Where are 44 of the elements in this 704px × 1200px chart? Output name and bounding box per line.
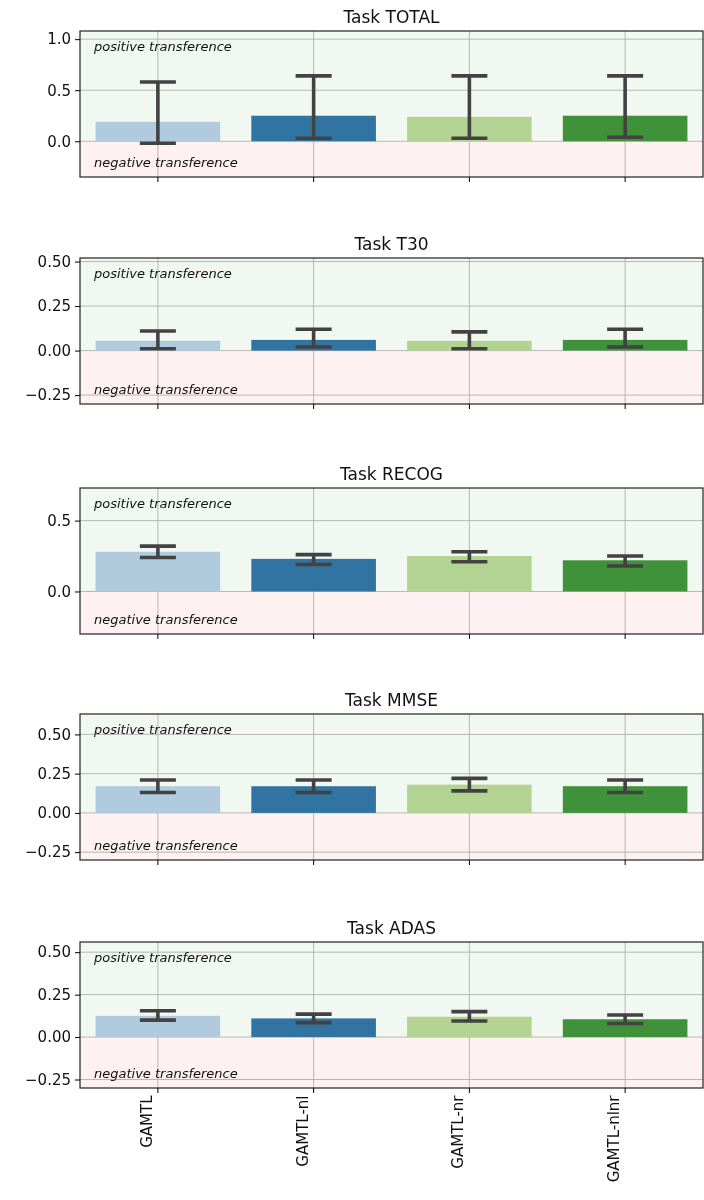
chart-title: Task MMSE bbox=[344, 690, 438, 710]
band-label: negative transference bbox=[94, 1066, 238, 1081]
band-label: negative transference bbox=[94, 155, 238, 170]
x-tick-label: GAMTL-nr bbox=[449, 1094, 468, 1169]
y-tick-label: 0.5 bbox=[47, 81, 71, 100]
x-tick-label: GAMTL-nl bbox=[293, 1095, 312, 1167]
band-label: positive transference bbox=[93, 722, 232, 737]
chart-title: Task TOTAL bbox=[342, 7, 441, 27]
chart-title: Task T30 bbox=[353, 234, 429, 254]
y-tick-label: 0.50 bbox=[37, 725, 71, 744]
y-tick-label: 0.00 bbox=[37, 341, 71, 360]
band-label: negative transference bbox=[94, 612, 238, 627]
chart-title: Task RECOG bbox=[338, 464, 444, 484]
x-tick-label: GAMTL bbox=[137, 1094, 156, 1148]
y-tick-label: 0.00 bbox=[37, 1028, 71, 1047]
bar bbox=[562, 560, 688, 592]
band-label: positive transference bbox=[93, 496, 232, 511]
band-label: positive transference bbox=[93, 950, 232, 965]
band-label: positive transference bbox=[93, 266, 232, 281]
band-label: negative transference bbox=[94, 838, 238, 853]
bar bbox=[407, 116, 532, 142]
band-label: negative transference bbox=[94, 382, 238, 397]
bar bbox=[95, 551, 221, 592]
y-tick-label: 0.50 bbox=[37, 943, 71, 962]
y-tick-label: 0.5 bbox=[47, 511, 71, 530]
y-tick-label: −0.25 bbox=[25, 1070, 71, 1089]
y-tick-label: 0.25 bbox=[37, 297, 71, 316]
y-tick-label: 0.25 bbox=[37, 764, 71, 783]
bar bbox=[407, 556, 532, 592]
bar bbox=[95, 121, 221, 142]
y-tick-label: 1.0 bbox=[47, 30, 71, 49]
y-tick-label: −0.25 bbox=[25, 843, 71, 862]
chart-title: Task ADAS bbox=[346, 918, 436, 938]
y-tick-label: 0.50 bbox=[37, 252, 71, 271]
band-label: positive transference bbox=[93, 39, 232, 54]
y-tick-label: 0.0 bbox=[47, 582, 71, 601]
x-tick-label: GAMTL-nlnr bbox=[605, 1094, 624, 1183]
y-tick-label: −0.25 bbox=[25, 386, 71, 405]
y-tick-label: 0.25 bbox=[37, 985, 71, 1004]
bar bbox=[562, 115, 688, 142]
bar bbox=[251, 115, 376, 142]
y-tick-label: 0.0 bbox=[47, 132, 71, 151]
y-tick-label: 0.00 bbox=[37, 804, 71, 823]
bar bbox=[251, 558, 376, 592]
